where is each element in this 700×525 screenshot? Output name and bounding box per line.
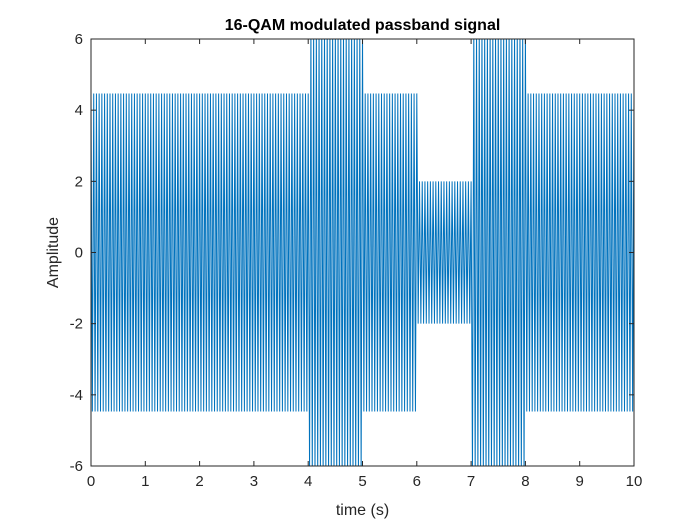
x-axis-label: time (s) <box>336 502 389 519</box>
y-tick-label: -4 <box>70 387 83 404</box>
x-tick-label: 10 <box>626 473 643 490</box>
series-layer <box>91 39 634 466</box>
y-tick-label: 4 <box>75 102 83 119</box>
y-axis-label: Amplitude <box>45 217 62 288</box>
y-tick-label: -6 <box>70 458 83 475</box>
tick-layer: 0 1 2 3 4 5 6 7 8 9 10 -6 -4 -2 0 2 4 6 <box>70 31 643 490</box>
x-tick-label: 3 <box>250 473 258 490</box>
chart-title: 16-QAM modulated passband signal <box>225 17 501 34</box>
y-tick-label: -2 <box>70 316 83 333</box>
y-tick-label: 6 <box>75 31 83 48</box>
x-tick-label: 1 <box>141 473 149 490</box>
y-tick-label: 0 <box>75 245 83 262</box>
x-tick-label: 6 <box>413 473 421 490</box>
x-tick-label: 7 <box>467 473 475 490</box>
x-tick-label: 9 <box>576 473 584 490</box>
x-tick-label: 4 <box>304 473 312 490</box>
x-tick-label: 2 <box>195 473 203 490</box>
series-line-0 <box>91 39 634 466</box>
x-tick-label: 8 <box>521 473 529 490</box>
y-tick-label: 2 <box>75 173 83 190</box>
x-tick-label: 5 <box>358 473 366 490</box>
x-tick-label: 0 <box>87 473 95 490</box>
